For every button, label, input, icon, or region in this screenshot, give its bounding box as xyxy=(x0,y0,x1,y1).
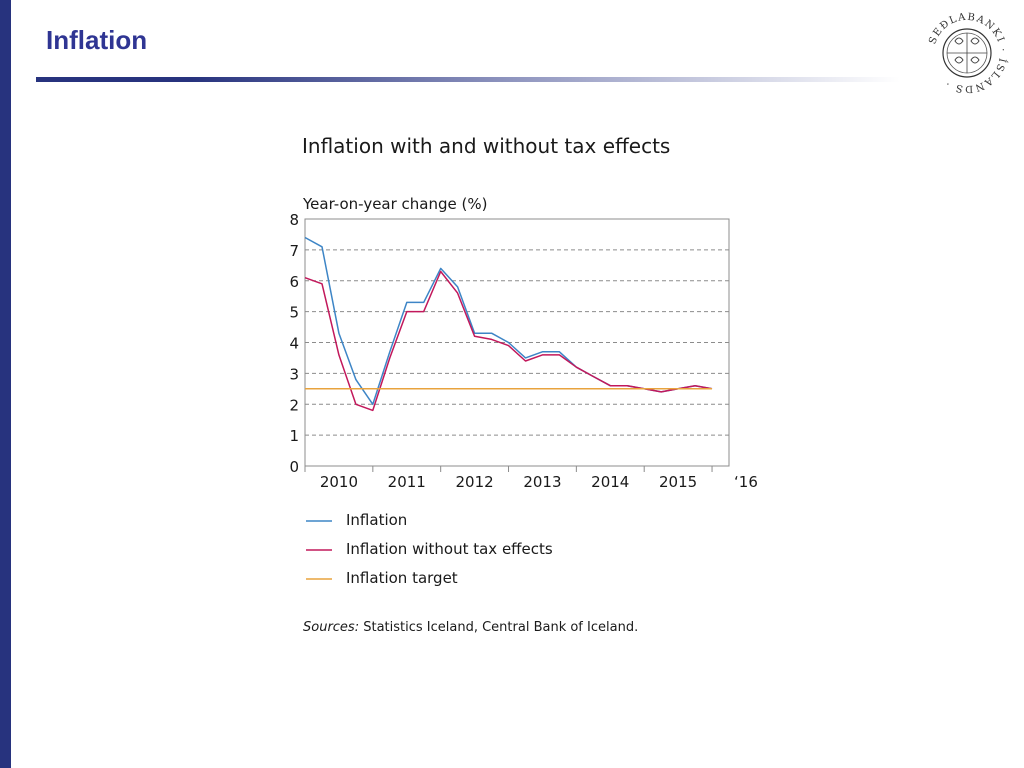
x-tick-label: 2011 xyxy=(388,473,426,491)
left-accent-bar xyxy=(0,0,11,768)
x-tick-label: ‘16 xyxy=(734,473,758,491)
x-tick-label: 2010 xyxy=(320,473,358,491)
y-tick-label: 2 xyxy=(289,396,299,414)
y-tick-label: 1 xyxy=(289,427,299,445)
y-tick-label: 6 xyxy=(289,273,299,291)
legend-label: Inflation without tax effects xyxy=(346,540,553,558)
source-text: Statistics Iceland, Central Bank of Icel… xyxy=(363,620,638,635)
grid-lines xyxy=(305,249,729,436)
x-tick-label: 2015 xyxy=(659,473,697,491)
y-tick-label: 5 xyxy=(289,304,299,322)
central-bank-logo: SEÐLABANKI · ÍSLANDS · xyxy=(927,12,1007,94)
legend-label: Inflation target xyxy=(346,569,458,587)
left-accent-line xyxy=(11,0,13,768)
source-prefix: Sources: xyxy=(303,620,359,635)
chart-title: Inflation with and without tax effects xyxy=(302,134,670,158)
y-axis-label: Year-on-year change (%) xyxy=(302,195,487,213)
slide-title: Inflation xyxy=(46,25,148,55)
title-underline xyxy=(36,77,900,82)
y-tick-label: 7 xyxy=(289,242,299,260)
source-note: Sources: Statistics Iceland, Central Ban… xyxy=(303,620,638,635)
plot-frame xyxy=(304,218,730,467)
series-line-inflation-without-tax-effects xyxy=(304,270,713,412)
y-tick-label: 4 xyxy=(289,335,299,353)
legend-label: Inflation xyxy=(346,511,407,529)
x-tick-label: 2014 xyxy=(591,473,629,491)
y-tick-label: 3 xyxy=(289,365,299,383)
y-tick-label: 0 xyxy=(289,458,299,476)
y-tick-label: 8 xyxy=(289,211,299,229)
x-tick-label: 2012 xyxy=(456,473,494,491)
x-tick-label: 2013 xyxy=(523,473,561,491)
legend: Inflation Inflation without tax effects In… xyxy=(306,511,553,587)
series-line-inflation xyxy=(304,236,713,406)
series-lines xyxy=(304,236,713,412)
y-tick-labels: 0 1 2 3 4 5 6 7 8 xyxy=(289,211,299,476)
x-axis-ticks: 2010 2011 2012 2013 2014 2015 ‘16 xyxy=(304,466,758,491)
